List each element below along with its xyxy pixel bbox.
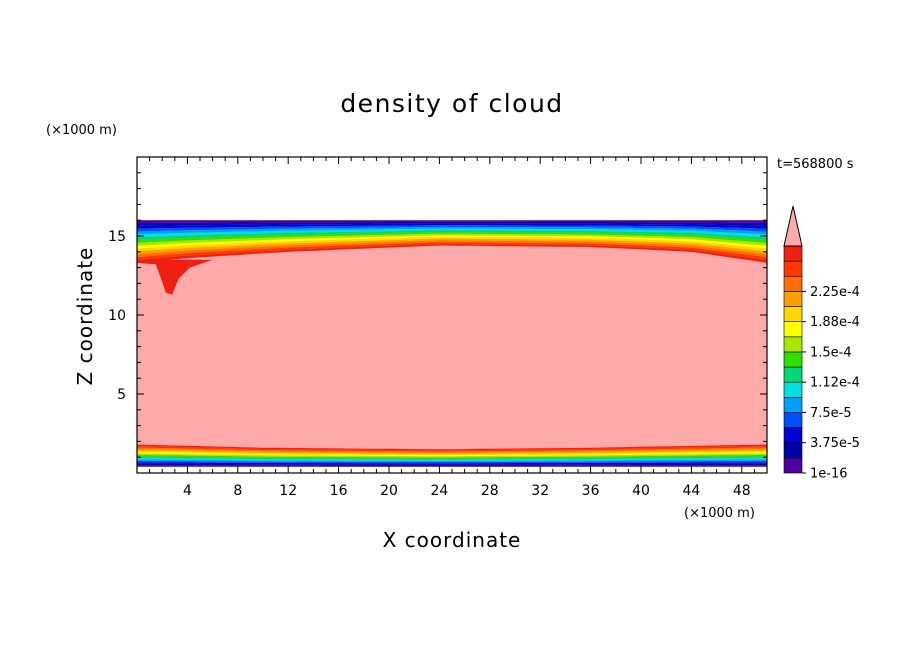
x-tick-label: 16 — [330, 483, 348, 499]
colorbar-label: 2.25e-4 — [810, 285, 860, 300]
upper-contour-band — [137, 243, 767, 263]
x-tick-label: 8 — [233, 483, 242, 499]
upper-contour-band — [137, 230, 767, 241]
upper-contour-band — [137, 232, 767, 243]
colorbar-label: 1.12e-4 — [810, 376, 860, 391]
x-unit-label: (×1000 m) — [684, 506, 755, 521]
lower-contour-band — [137, 444, 767, 451]
colorbar-cell — [783, 397, 803, 413]
lower-contour-band — [137, 465, 767, 467]
z-axis-label: Z coordinate — [73, 247, 97, 386]
lower-contour-band — [137, 454, 767, 459]
contour-fill — [137, 220, 767, 467]
red-plume — [137, 259, 213, 295]
lower-contour-band — [137, 462, 767, 465]
x-tick-label: 32 — [531, 483, 549, 499]
x-tick-label: 28 — [481, 483, 499, 499]
colorbar-label: 3.75e-5 — [810, 436, 860, 451]
z-axis-ticks: 5 10 15 — [108, 156, 767, 474]
colorbar-cell — [783, 427, 803, 444]
colorbar-cell — [783, 457, 803, 474]
z-unit-label: (×1000 m) — [46, 123, 117, 138]
lower-contour-band — [137, 463, 767, 466]
colorbar-cell — [783, 381, 803, 398]
colorbar-cell — [783, 351, 803, 368]
colorbar-cell — [783, 442, 803, 459]
colorbar-label: 1.5e-4 — [810, 345, 852, 360]
z-tick-label: 5 — [117, 387, 126, 403]
upper-contour-band — [137, 223, 767, 229]
colorbar-label: 1e-16 — [810, 467, 848, 482]
time-label: t=568800 s — [777, 157, 854, 172]
upper-contour-band — [137, 228, 767, 238]
colorbar-cell — [783, 412, 803, 428]
lower-contour-band — [137, 450, 767, 456]
colorbar-cell — [783, 245, 803, 262]
colorbar-label: 1.88e-4 — [810, 315, 860, 330]
colorbar-cell — [783, 306, 803, 322]
lower-contour-band — [137, 451, 767, 457]
colorbar-cell — [783, 275, 803, 292]
upper-contour-band — [137, 221, 767, 226]
x-tick-label: 40 — [632, 483, 650, 499]
x-tick-label: 36 — [582, 483, 600, 499]
lower-contour-band — [137, 446, 767, 452]
upper-contour-band — [137, 226, 767, 235]
upper-contour-band — [137, 233, 767, 246]
x-tick-label: 4 — [183, 483, 192, 499]
z-tick-label: 10 — [108, 308, 126, 324]
lower-contour-band — [137, 453, 767, 458]
x-tick-label: 24 — [430, 483, 448, 499]
upper-contour-band — [137, 225, 767, 232]
colorbar-cell — [783, 366, 803, 383]
lower-contour-band — [137, 456, 767, 460]
colorbar-cell — [783, 321, 803, 338]
lower-contour-band — [137, 457, 767, 461]
chart-title: density of cloud — [340, 89, 563, 118]
lower-contour-band — [137, 447, 767, 453]
colorbar-cell — [783, 336, 803, 353]
colorbar-cell — [783, 260, 803, 277]
saturated-core — [137, 220, 767, 467]
z-tick-label: 15 — [108, 229, 126, 245]
upper-contour-band — [137, 238, 767, 255]
colorbar-cell — [783, 291, 803, 307]
upper-contour-band — [137, 240, 767, 258]
x-tick-label: 12 — [279, 483, 297, 499]
upper-contour-band — [137, 237, 767, 252]
colorbar-extend-arrow — [783, 205, 803, 247]
x-axis-ticks: 4 8 12 16 20 24 28 32 36 40 44 48 — [136, 157, 768, 499]
x-tick-label: 44 — [682, 483, 700, 499]
x-tick-label: 20 — [380, 483, 398, 499]
x-tick-label: 48 — [733, 483, 751, 499]
colorbar: 1e-16 3.75e-5 7.5e-5 1.12e-4 1.5e-4 1.88e-4 2.… — [783, 205, 860, 482]
upper-contour-band — [137, 242, 767, 260]
x-axis-label: X coordinate — [383, 528, 522, 552]
colorbar-label: 7.5e-5 — [810, 406, 852, 421]
lower-contour-band — [137, 449, 767, 454]
lower-contour-band — [137, 459, 767, 462]
